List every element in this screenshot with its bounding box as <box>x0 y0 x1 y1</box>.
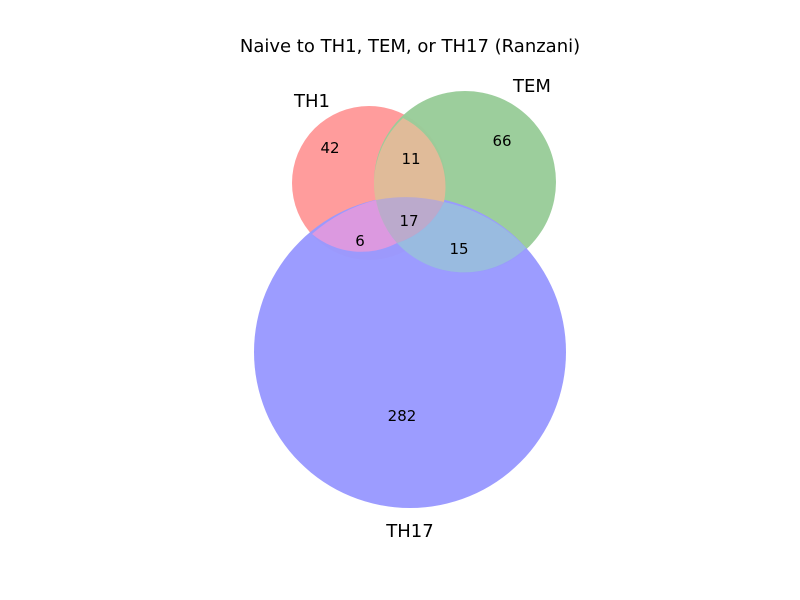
count-th1-th17: 6 <box>355 232 365 250</box>
region-th1-tem-th17 <box>376 197 444 243</box>
diagram-title: Naive to TH1, TEM, or TH17 (Ranzani) <box>240 36 580 57</box>
set-label-th1: TH1 <box>293 91 330 112</box>
count-th17-only: 282 <box>388 407 417 425</box>
region-tem-th17 <box>397 202 526 273</box>
set-labels: TH1 TEM TH17 <box>293 76 551 542</box>
region-counts: 42 66 282 11 6 15 17 <box>320 132 511 425</box>
count-th1-only: 42 <box>320 139 339 157</box>
set-label-th17: TH17 <box>385 521 433 542</box>
count-th1-tem: 11 <box>401 150 420 168</box>
set-label-tem: TEM <box>512 76 551 97</box>
circle-th17 <box>254 196 566 508</box>
count-th1-tem-th17: 17 <box>399 212 418 230</box>
overlap-regions <box>312 118 526 273</box>
count-tem-th17: 15 <box>449 240 468 258</box>
region-th1-th17 <box>312 200 397 252</box>
count-tem-only: 66 <box>492 132 511 150</box>
